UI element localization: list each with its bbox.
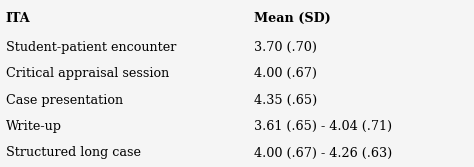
Text: Case presentation: Case presentation bbox=[6, 94, 123, 107]
Text: ITA: ITA bbox=[6, 12, 30, 25]
Text: Write-up: Write-up bbox=[6, 120, 62, 133]
Text: Critical appraisal session: Critical appraisal session bbox=[6, 67, 169, 80]
Text: 3.61 (.65) - 4.04 (.71): 3.61 (.65) - 4.04 (.71) bbox=[254, 120, 392, 133]
Text: 4.00 (.67): 4.00 (.67) bbox=[254, 67, 317, 80]
Text: 3.70 (.70): 3.70 (.70) bbox=[254, 41, 317, 54]
Text: 4.00 (.67) - 4.26 (.63): 4.00 (.67) - 4.26 (.63) bbox=[254, 146, 392, 159]
Text: Mean (SD): Mean (SD) bbox=[254, 12, 330, 25]
Text: 4.35 (.65): 4.35 (.65) bbox=[254, 94, 317, 107]
Text: Student-patient encounter: Student-patient encounter bbox=[6, 41, 176, 54]
Text: Structured long case: Structured long case bbox=[6, 146, 141, 159]
